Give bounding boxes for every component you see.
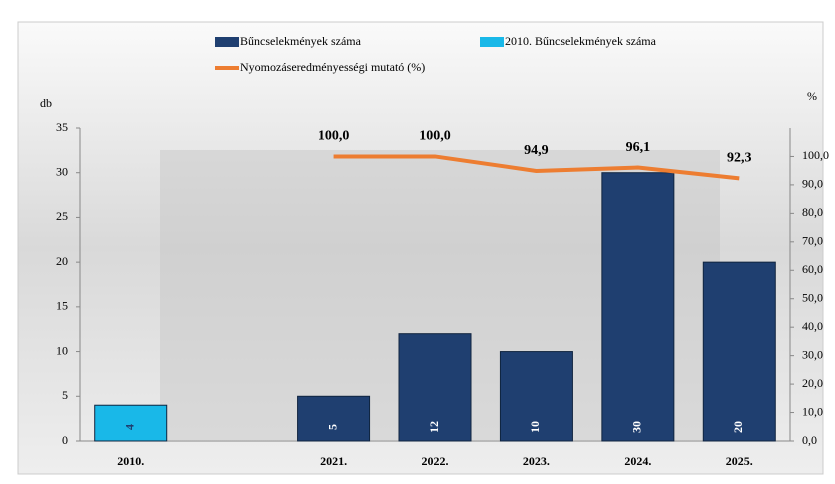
line-value-label: 94,9 xyxy=(524,143,549,158)
y-tick-label: 20 xyxy=(56,254,68,268)
y2-tick-label: 80,0 xyxy=(802,205,823,219)
chart: db % 0 5 10 15 20 25 30 35 0,0 10,0 20,0 30,0 40,0 50… xyxy=(0,0,835,484)
line-value-label: 96,1 xyxy=(626,140,651,155)
bar-value-label: 4 xyxy=(122,424,136,430)
legend-swatch xyxy=(215,37,239,47)
y2-tick-label: 0,0 xyxy=(802,433,817,447)
bar xyxy=(298,396,370,441)
line-value-label: 92,3 xyxy=(727,151,752,166)
y2-tick-label: 10,0 xyxy=(802,404,823,418)
bar-value-label: 5 xyxy=(325,424,339,430)
bar xyxy=(703,262,775,441)
y-tick-label: 35 xyxy=(56,120,68,134)
legend-swatch xyxy=(480,37,504,47)
y2-tick-label: 40,0 xyxy=(802,319,823,333)
y2-tick-label: 90,0 xyxy=(802,177,823,191)
y2-tick-label: 20,0 xyxy=(802,376,823,390)
bar xyxy=(602,173,674,441)
x-tick-label: 2022. xyxy=(422,454,449,468)
x-tick-label: 2021. xyxy=(320,454,347,468)
y2-tick-label: 50,0 xyxy=(802,290,823,304)
y-tick-label: 0 xyxy=(62,433,68,447)
y-tick-label: 10 xyxy=(56,343,68,357)
bar-value-label: 10 xyxy=(528,421,542,433)
x-tick-label: 2023. xyxy=(523,454,550,468)
y2-axis-title: % xyxy=(807,89,817,103)
legend-label: Bűncselekmények száma xyxy=(240,34,362,48)
bar-value-label: 20 xyxy=(731,421,745,433)
y2-tick-label: 100,0 xyxy=(802,148,829,162)
line-value-label: 100,0 xyxy=(318,129,350,144)
x-tick-label: 2010. xyxy=(117,454,144,468)
y-tick-label: 30 xyxy=(56,164,68,178)
bar-value-label: 30 xyxy=(630,421,644,433)
x-tick-label: 2024. xyxy=(624,454,651,468)
legend-label: 2010. Bűncselekmények száma xyxy=(505,34,657,48)
y2-tick-label: 70,0 xyxy=(802,234,823,248)
y2-tick-label: 30,0 xyxy=(802,347,823,361)
y-tick-label: 5 xyxy=(62,388,68,402)
y-tick-label: 25 xyxy=(56,209,68,223)
line-value-label: 100,0 xyxy=(419,129,451,144)
y-tick-label: 15 xyxy=(56,299,68,313)
bar xyxy=(95,405,167,441)
legend-label: Nyomozáseredményességi mutató (%) xyxy=(240,60,425,74)
bar-value-label: 12 xyxy=(427,421,441,433)
y2-tick-label: 60,0 xyxy=(802,262,823,276)
y-axis-title: db xyxy=(40,96,52,110)
x-tick-label: 2025. xyxy=(726,454,753,468)
